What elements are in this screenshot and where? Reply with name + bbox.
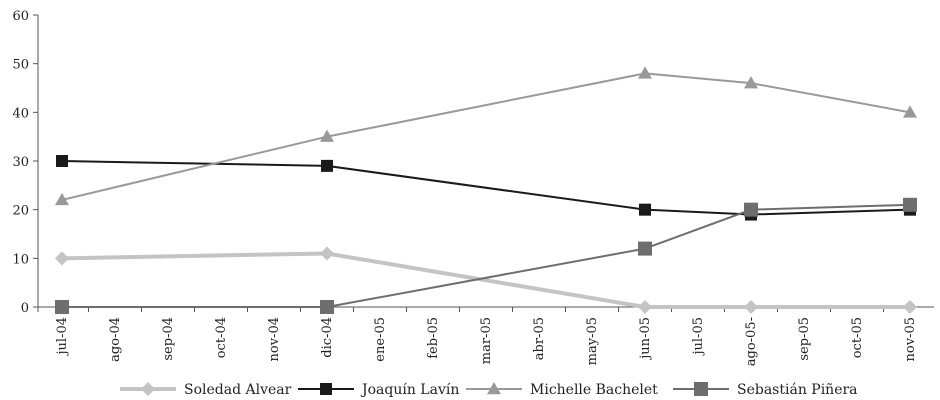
legend-marker-michelle-bachelet: [487, 382, 501, 395]
x-tick-label: mar-05: [479, 317, 494, 364]
y-tick-label: 50: [12, 58, 29, 73]
data-point-michelle-bachelet: [903, 105, 917, 118]
legend-marker-soledad-alvear: [141, 382, 155, 396]
data-point-michelle-bachelet: [55, 192, 69, 206]
data-point-joaquin-lavin: [639, 203, 651, 216]
y-tick-label: 30: [12, 155, 29, 170]
data-point-sebastian-pinera: [55, 300, 69, 314]
data-point-soledad-alvear: [55, 251, 69, 266]
data-point-michelle-bachelet: [638, 66, 652, 79]
legend-label-michelle-bachelet: Michelle Bachelet: [530, 382, 658, 398]
data-point-sebastian-pinera: [903, 197, 917, 212]
data-point-joaquin-lavin: [56, 155, 68, 167]
data-point-joaquin-lavin: [321, 159, 333, 172]
data-point-soledad-alvear: [744, 300, 758, 314]
x-tick-label: sep-04: [161, 317, 176, 361]
x-tick-label: nov-04: [267, 317, 282, 361]
data-point-sebastian-pinera: [320, 300, 334, 314]
y-tick-label: 20: [12, 204, 29, 219]
y-tick-label: 40: [12, 106, 29, 121]
y-tick-label: 0: [21, 301, 29, 316]
legend-marker-sebastian-pinera: [694, 382, 708, 396]
legend: Soledad Alvear Joaquín Lavín Michelle Bach…: [120, 382, 858, 398]
legend-marker-joaquin-lavin: [320, 383, 332, 395]
data-point-sebastian-pinera: [638, 241, 652, 256]
series-line-soledad-alvear: [61, 251, 910, 309]
data-point-soledad-alvear: [320, 246, 334, 261]
legend-label-soledad-alvear: Soledad Alvear: [184, 382, 292, 398]
x-tick-label: oct-04: [214, 317, 229, 358]
data-point-sebastian-pinera: [744, 202, 758, 217]
y-tick-label: 60: [12, 9, 29, 24]
x-tick-label: ago-04: [108, 317, 123, 362]
legend-label-sebastian-pinera: Sebastián Piñera: [737, 382, 858, 398]
x-tick-label: jun-05: [638, 317, 653, 361]
x-tick-label: ene-05: [373, 317, 388, 362]
data-point-soledad-alvear: [638, 300, 652, 314]
x-tick-label: abr-05: [532, 317, 547, 360]
x-tick-label: feb-05: [426, 317, 441, 359]
legend-label-joaquin-lavin: Joaquín Lavín: [360, 382, 459, 398]
data-point-michelle-bachelet: [744, 76, 758, 89]
x-tick-label: sep-05: [797, 317, 812, 361]
x-tick-label: ago-05-: [744, 317, 759, 366]
series-lines: [61, 72, 911, 309]
y-tick-label: 10: [12, 252, 29, 267]
series-markers: [55, 66, 917, 314]
x-tick-label: nov-05: [903, 317, 918, 361]
data-point-michelle-bachelet: [320, 129, 334, 142]
axes: 0 10 20 30 40 50 60 jul-04 ago-04 sep-04 oct-04 nov…: [12, 9, 934, 366]
x-tick-label: may-05: [585, 317, 600, 365]
data-point-soledad-alvear: [903, 300, 917, 314]
x-tick-label: dic-04: [320, 317, 335, 358]
x-tick-label: oct-05: [850, 317, 865, 358]
x-tick-label: jul-05: [691, 317, 706, 357]
x-tick-label: jul-04: [55, 317, 70, 357]
series-line-michelle-bachelet: [61, 72, 911, 201]
